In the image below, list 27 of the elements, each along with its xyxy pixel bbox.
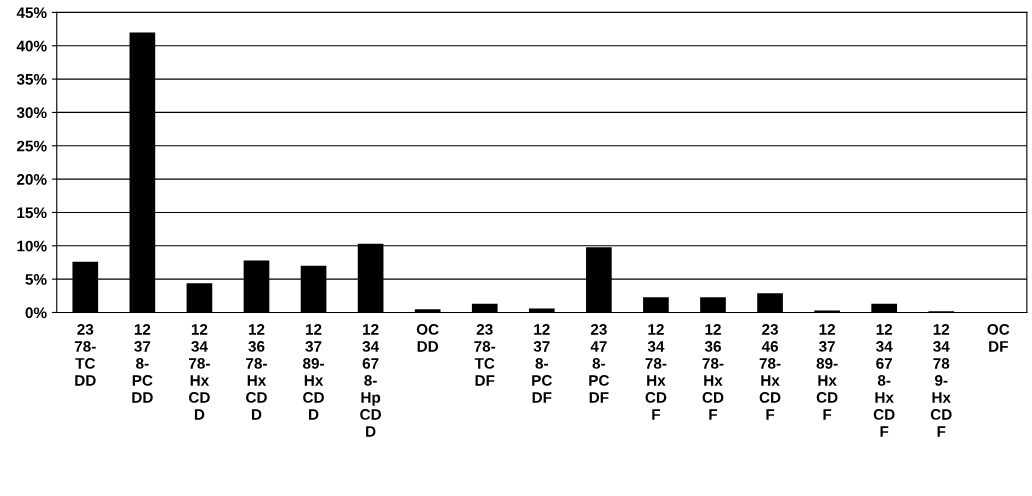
x-tick-label: 12 36 78- Hx CD F <box>702 323 724 420</box>
x-tick-label: 23 47 8- PC DF <box>589 323 610 403</box>
x-tick-label: 23 46 78- Hx CD F <box>759 323 781 420</box>
y-tick-label: 10% <box>17 240 47 252</box>
x-tick-label: 23 78- TC DF <box>474 323 496 386</box>
x-tick-label: 12 37 8- PC DD <box>132 323 153 403</box>
x-tick-label: OC DF <box>987 323 1010 352</box>
y-tick-label: 15% <box>17 207 47 219</box>
y-tick-label: 30% <box>16 107 47 119</box>
y-tick-label: 45% <box>16 7 47 19</box>
x-tick-label: 12 37 89- Hx CD D <box>302 323 324 420</box>
y-tick-label: 0% <box>25 307 47 319</box>
x-tick-label: 12 37 8- PC DF <box>532 323 552 403</box>
x-tick-label: 23 78- TC DD <box>74 323 96 386</box>
x-tick-label: 12 37 89- Hx CD F <box>816 323 838 420</box>
y-tick-label: 20% <box>16 173 47 185</box>
x-tick-label: 12 34 67 8- Hx CD F <box>873 323 895 437</box>
y-tick-label: 35% <box>16 73 47 85</box>
y-tick-label: 25% <box>16 140 47 152</box>
x-tick-label: 12 34 78- Hx CD D <box>189 323 210 420</box>
x-tick-label: 12 34 67 8- Hp CD D <box>360 323 381 437</box>
y-tick-label: 40% <box>16 40 47 52</box>
y-tick-label: 5% <box>25 274 47 285</box>
x-tick-label: 12 34 78- Hx CD F <box>645 323 667 420</box>
x-tick-label: 12 34 78 9- Hx CD F <box>930 323 952 437</box>
x-tick-label: OC DD <box>416 323 439 352</box>
x-tick-label: 12 36 78- Hx CD D <box>246 323 267 420</box>
